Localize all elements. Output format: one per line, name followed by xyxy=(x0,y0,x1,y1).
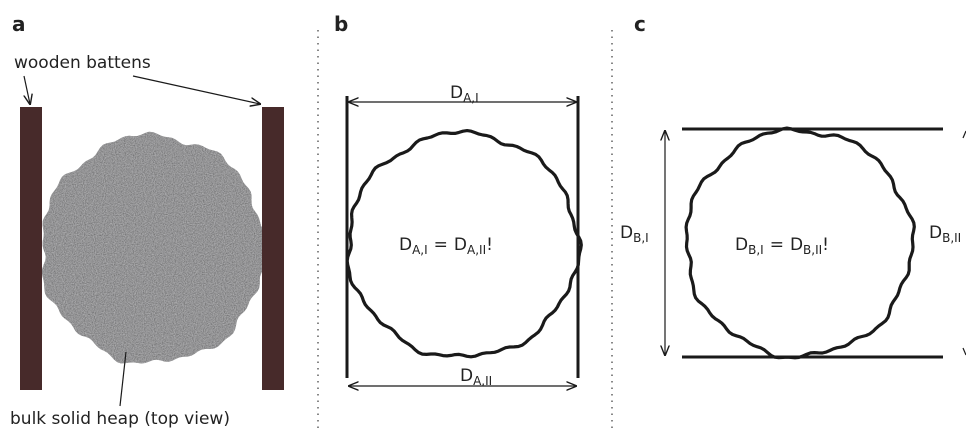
heap-outline xyxy=(345,129,583,359)
suffix: ! xyxy=(822,235,829,255)
subscript: B,II xyxy=(803,243,822,257)
leader-arrow xyxy=(24,75,30,104)
symbol: D xyxy=(735,235,748,255)
leader-arrow xyxy=(132,75,260,104)
bulk-heap xyxy=(41,131,270,364)
symbol: D xyxy=(929,223,942,243)
subscript: B,I xyxy=(633,231,649,245)
dimension-label: DA,I xyxy=(450,83,479,105)
leader-line xyxy=(119,351,127,407)
operator: = xyxy=(770,235,784,255)
dimension-label: DB,I xyxy=(620,223,649,245)
dimension-label: DB,II xyxy=(929,223,961,245)
equation: DB,I = DB,II! xyxy=(735,235,829,257)
wooden-batten xyxy=(20,107,42,390)
subscript: A,II xyxy=(473,374,492,388)
panel-label: c xyxy=(634,12,646,36)
subscript: B,I xyxy=(748,243,764,257)
panel-label: b xyxy=(334,12,348,36)
subscript: A,II xyxy=(467,243,486,257)
equation: DA,I = DA,II! xyxy=(399,235,493,257)
subscript: A,I xyxy=(463,91,479,105)
operator: = xyxy=(434,235,448,255)
symbol: D xyxy=(399,235,412,255)
heap-outline xyxy=(684,126,916,360)
panel-label: a xyxy=(12,12,26,36)
annotation: bulk solid heap (top view) xyxy=(10,409,230,429)
suffix: ! xyxy=(486,235,493,255)
symbol: D xyxy=(790,235,803,255)
annotation: wooden battens xyxy=(14,53,151,73)
symbol: D xyxy=(454,235,467,255)
symbol: D xyxy=(620,223,633,243)
dimension-label: DA,II xyxy=(460,366,492,388)
symbol: D xyxy=(460,366,473,386)
symbol: D xyxy=(450,83,463,103)
wooden-batten xyxy=(262,107,284,390)
subscript: A,I xyxy=(412,243,428,257)
subscript: B,II xyxy=(942,231,961,245)
